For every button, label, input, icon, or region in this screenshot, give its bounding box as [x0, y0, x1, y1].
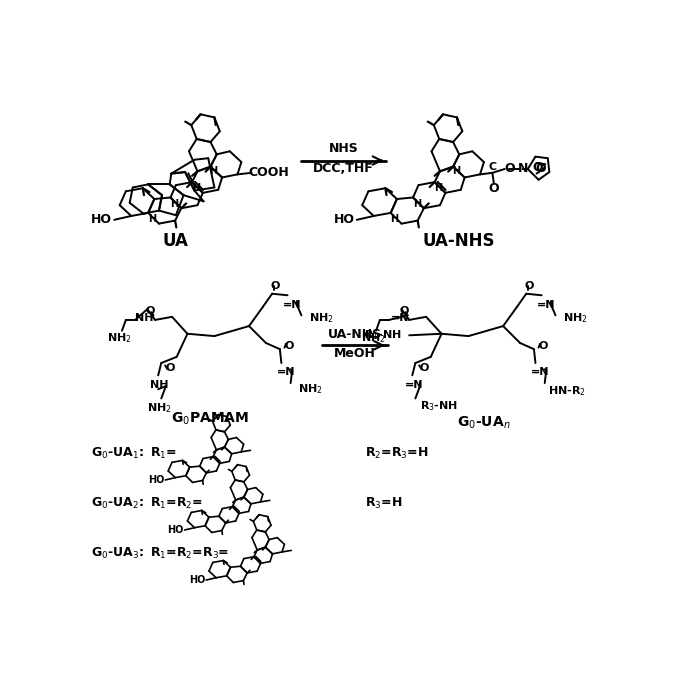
- Text: =N: =N: [531, 367, 549, 377]
- Text: H: H: [434, 183, 443, 193]
- Text: O: O: [271, 281, 280, 291]
- Text: NHS: NHS: [329, 143, 359, 155]
- Text: O: O: [538, 341, 548, 351]
- Text: H: H: [452, 166, 460, 176]
- Text: O: O: [504, 162, 514, 175]
- Text: R$_3$=H: R$_3$=H: [364, 496, 402, 511]
- Text: H: H: [192, 183, 200, 193]
- Text: H: H: [210, 166, 218, 176]
- Text: R$_1$-NH: R$_1$-NH: [364, 329, 401, 342]
- Text: UA: UA: [163, 232, 189, 251]
- Text: HN-R$_2$: HN-R$_2$: [548, 384, 586, 397]
- Text: O: O: [525, 281, 534, 291]
- Text: HO: HO: [148, 475, 164, 485]
- Text: C: C: [488, 161, 497, 172]
- Text: NH$_2$: NH$_2$: [147, 401, 172, 415]
- Text: O: O: [532, 161, 543, 173]
- Text: G$_0$-UA$_2$:: G$_0$-UA$_2$:: [91, 496, 145, 511]
- Text: =N: =N: [390, 313, 409, 324]
- Text: O: O: [535, 161, 546, 175]
- Text: G$_0$-UA$_3$:: G$_0$-UA$_3$:: [91, 546, 145, 561]
- Text: NH: NH: [151, 379, 169, 390]
- Text: O: O: [420, 363, 429, 372]
- Text: R$_2$=R$_3$=H: R$_2$=R$_3$=H: [364, 445, 428, 461]
- Text: NH$_2$: NH$_2$: [563, 312, 588, 325]
- Text: H: H: [148, 214, 156, 224]
- Text: HO: HO: [167, 525, 184, 535]
- Text: =N: =N: [277, 367, 295, 377]
- Text: R$_1$=R$_2$=R$_3$=: R$_1$=R$_2$=R$_3$=: [151, 546, 229, 561]
- Text: =N: =N: [283, 299, 301, 310]
- Text: MeOH: MeOH: [334, 347, 376, 360]
- Text: NH$_2$: NH$_2$: [361, 331, 386, 345]
- Text: NH$_2$: NH$_2$: [309, 312, 334, 325]
- Text: G$_0$-UA$_1$:: G$_0$-UA$_1$:: [91, 445, 145, 461]
- Text: NH: NH: [135, 313, 153, 324]
- Text: O: O: [166, 363, 175, 372]
- Text: H: H: [413, 198, 421, 209]
- Text: HO: HO: [334, 213, 355, 226]
- Text: DCC,THF: DCC,THF: [313, 161, 374, 175]
- Text: H: H: [171, 198, 178, 209]
- Text: HO: HO: [91, 213, 112, 226]
- Text: =N: =N: [405, 379, 423, 390]
- Text: R$_3$-NH: R$_3$-NH: [420, 400, 458, 413]
- Text: H: H: [390, 214, 399, 224]
- Text: O: O: [146, 306, 155, 316]
- Text: NH$_2$: NH$_2$: [298, 382, 323, 396]
- Text: COOH: COOH: [248, 166, 288, 180]
- Text: NH$_2$: NH$_2$: [107, 331, 132, 345]
- Text: =N: =N: [537, 299, 556, 310]
- Text: O: O: [400, 306, 409, 316]
- Text: G$_0$PAMAM: G$_0$PAMAM: [171, 410, 249, 427]
- Text: O: O: [284, 341, 294, 351]
- Text: R$_1$=R$_2$=: R$_1$=R$_2$=: [151, 496, 203, 511]
- Text: UA-NHS: UA-NHS: [423, 232, 495, 251]
- Text: R$_1$=: R$_1$=: [151, 445, 177, 461]
- Text: HO: HO: [189, 575, 205, 585]
- Text: UA-NHS: UA-NHS: [328, 328, 382, 341]
- Text: G$_0$-UA$_n$: G$_0$-UA$_n$: [457, 414, 510, 431]
- Text: O: O: [488, 182, 499, 195]
- Text: N: N: [518, 162, 528, 175]
